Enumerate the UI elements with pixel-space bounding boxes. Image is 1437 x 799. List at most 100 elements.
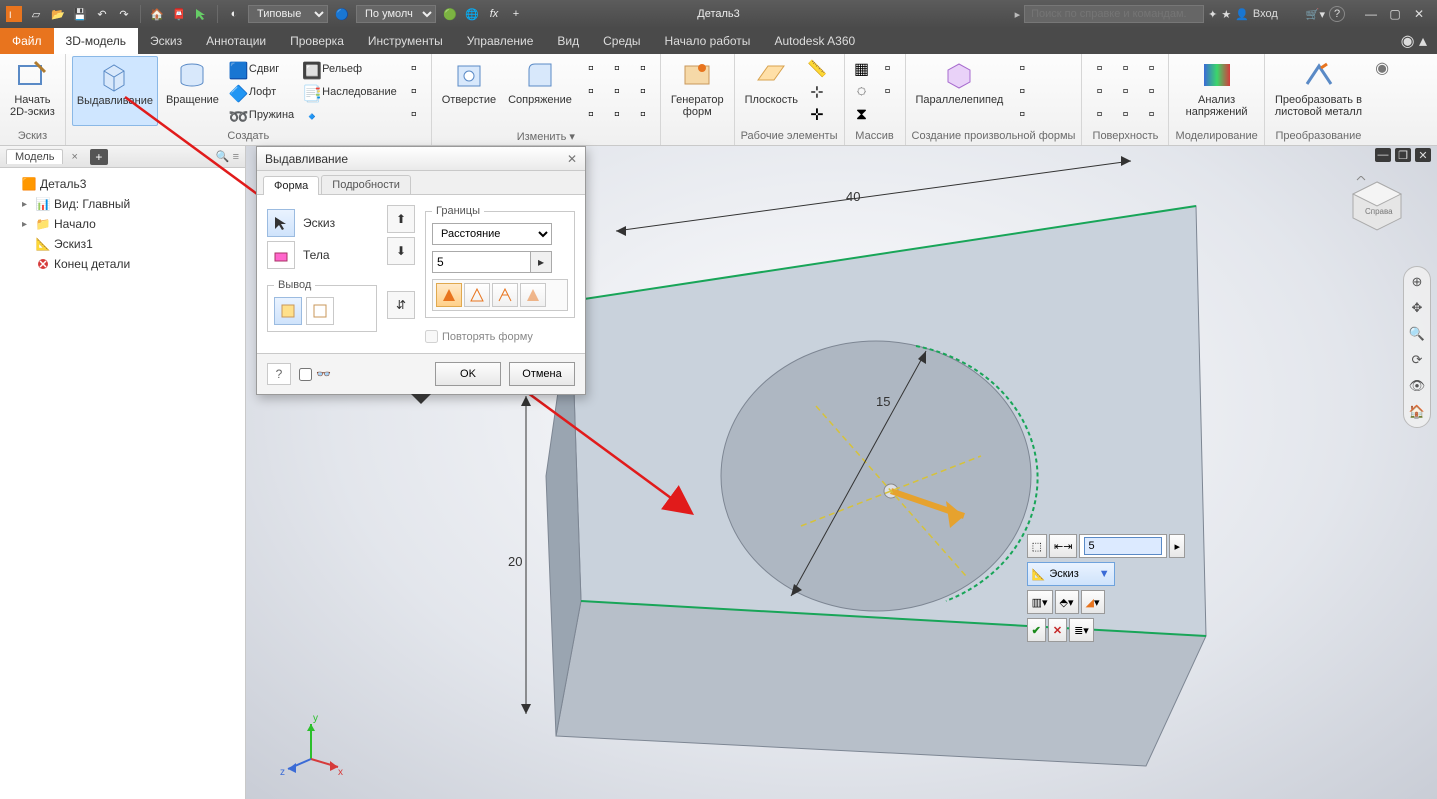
create-extra2-button[interactable]: ▫ <box>403 81 425 103</box>
mini-distance-arrow[interactable]: ▸ <box>1169 534 1185 558</box>
home-icon[interactable]: 🏠 <box>149 6 165 22</box>
extrude-button[interactable]: Выдавливание <box>72 56 158 126</box>
surface-m4[interactable]: ▫ <box>1114 58 1136 80</box>
rib-button[interactable]: 🔹 <box>300 104 399 126</box>
surface-m9[interactable]: ▫ <box>1140 104 1162 126</box>
tab-view[interactable]: Вид <box>545 28 591 54</box>
mini-sketch-dropdown[interactable]: 📐Эскиз▼ <box>1027 562 1115 586</box>
browser-tab-close-icon[interactable]: × <box>71 151 77 163</box>
dialog-help-button[interactable]: ? <box>267 363 291 385</box>
distance-input[interactable] <box>432 251 530 273</box>
team-icon[interactable]: 📮 <box>171 6 187 22</box>
rect-pattern-button[interactable]: ▦ <box>851 58 873 80</box>
mini-output-button[interactable]: ▥▾ <box>1027 590 1053 614</box>
fx-icon[interactable]: fx <box>486 6 502 22</box>
coil-button[interactable]: ➿Пружина <box>227 104 296 126</box>
style-combo[interactable]: Типовые <box>248 5 328 23</box>
maximize-button[interactable]: ▢ <box>1383 5 1407 23</box>
surface-m7[interactable]: ▫ <box>1140 58 1162 80</box>
dialog-preview-checkbox[interactable] <box>299 368 312 381</box>
tab-manage[interactable]: Управление <box>455 28 546 54</box>
op-join-button[interactable] <box>436 283 462 307</box>
material-icon[interactable]: ◐ <box>226 6 242 22</box>
surface-m2[interactable]: ▫ <box>1088 81 1110 103</box>
ribbon-collapse-icon[interactable]: ◉ ▴ <box>1401 28 1437 54</box>
redo-icon[interactable]: ↷ <box>116 6 132 22</box>
dialog-cancel-button[interactable]: Отмена <box>509 362 575 386</box>
hole-button[interactable]: Отверстие <box>438 56 500 126</box>
freeform-m3[interactable]: ▫ <box>1011 104 1033 126</box>
mini-ok-button[interactable]: ✔ <box>1027 618 1046 642</box>
modify-m4[interactable]: ▫ <box>606 58 628 80</box>
mini-options-button[interactable]: ≣▾ <box>1069 618 1094 642</box>
op-newsolid-button[interactable] <box>520 283 546 307</box>
op-intersect-button[interactable] <box>492 283 518 307</box>
nav-zoom-icon[interactable]: 🔍 <box>1408 325 1426 343</box>
bounds-select[interactable]: Расстояние <box>432 223 552 245</box>
plane-button[interactable]: Плоскость <box>741 56 802 126</box>
tab-getstarted[interactable]: Начало работы <box>653 28 763 54</box>
tab-inspect[interactable]: Проверка <box>278 28 356 54</box>
tree-sketch1[interactable]: 📐Эскиз1 <box>4 234 241 254</box>
distance-arrow-button[interactable]: ▸ <box>530 251 552 273</box>
modify-m8[interactable]: ▫ <box>632 81 654 103</box>
modify-m2[interactable]: ▫ <box>580 81 602 103</box>
login-label[interactable]: Вход <box>1253 8 1278 20</box>
direction-1-button[interactable]: ⬆ <box>387 205 415 233</box>
sweep-button[interactable]: 🟦Сдвиг <box>227 58 296 80</box>
dialog-titlebar[interactable]: Выдавливание ✕ <box>257 147 585 171</box>
appearance-combo[interactable]: По умолч <box>356 5 436 23</box>
play-icon[interactable]: ▸ <box>1015 8 1021 21</box>
plus-icon[interactable]: + <box>508 6 524 22</box>
minimize-button[interactable]: — <box>1359 5 1383 23</box>
color-icon[interactable]: 🔵 <box>334 6 350 22</box>
mini-distance-field[interactable] <box>1079 534 1167 558</box>
tab-tools[interactable]: Инструменты <box>356 28 455 54</box>
freeform-m2[interactable]: ▫ <box>1011 81 1033 103</box>
help-search-input[interactable] <box>1024 5 1204 23</box>
help-icon[interactable]: ? <box>1329 6 1345 22</box>
tree-root[interactable]: 🟧Деталь3 <box>4 174 241 194</box>
modify-m3[interactable]: ▫ <box>580 104 602 126</box>
tree-view[interactable]: ▸📊Вид: Главный <box>4 194 241 214</box>
browser-add-tab-button[interactable]: + <box>90 149 108 165</box>
stress-button[interactable]: Анализ напряжений <box>1175 56 1257 120</box>
loft-button[interactable]: 🔷Лофт <box>227 81 296 103</box>
dialog-tab-shape[interactable]: Форма <box>263 176 319 195</box>
tab-environments[interactable]: Среды <box>591 28 652 54</box>
modify-m7[interactable]: ▫ <box>632 58 654 80</box>
pattern-extra2[interactable]: ▫ <box>877 81 899 103</box>
mini-profile-button[interactable]: ⬚ <box>1027 534 1047 558</box>
close-button[interactable]: ✕ <box>1407 5 1431 23</box>
circ-pattern-button[interactable]: ◌ <box>851 81 873 103</box>
modify-m5[interactable]: ▫ <box>606 81 628 103</box>
new-icon[interactable]: ▱ <box>28 6 44 22</box>
nav-lookat-icon[interactable]: 👁 <box>1408 377 1426 395</box>
ribbon-overflow-icon[interactable]: ◉ <box>1372 54 1392 145</box>
surface-m8[interactable]: ▫ <box>1140 81 1162 103</box>
direction-2-button[interactable]: ⬇ <box>387 237 415 265</box>
surface-m3[interactable]: ▫ <box>1088 104 1110 126</box>
user-icon[interactable]: 👤 <box>1235 8 1249 21</box>
solids-select-button[interactable] <box>267 241 295 269</box>
mini-op-button[interactable]: ◢▾ <box>1081 590 1105 614</box>
star-icon[interactable]: ★ <box>1221 8 1231 21</box>
dialog-close-icon[interactable]: ✕ <box>567 152 577 166</box>
appearance-icon[interactable]: 🌐 <box>464 6 480 22</box>
surface-m6[interactable]: ▫ <box>1114 104 1136 126</box>
axis-button[interactable]: 📏 <box>806 58 828 80</box>
mini-cancel-button[interactable]: ✕ <box>1048 618 1067 642</box>
shape-generator-button[interactable]: Генератор форм <box>667 56 728 120</box>
cart-icon[interactable]: 🛒▾ <box>1306 8 1325 21</box>
modify-m9[interactable]: ▫ <box>632 104 654 126</box>
fillet-button[interactable]: Сопряжение <box>504 56 576 126</box>
nav-home-icon[interactable]: 🏠 <box>1408 403 1426 421</box>
profile-select-button[interactable] <box>267 209 295 237</box>
tab-sketch[interactable]: Эскиз <box>138 28 194 54</box>
create-extra1-button[interactable]: ▫ <box>403 58 425 80</box>
tab-a360[interactable]: Autodesk A360 <box>762 28 867 54</box>
box-freeform-button[interactable]: Параллелепипед <box>912 56 1008 126</box>
dialog-tab-more[interactable]: Подробности <box>321 175 411 194</box>
surface-m1[interactable]: ▫ <box>1088 58 1110 80</box>
mini-direction-button[interactable]: ⬘▾ <box>1055 590 1079 614</box>
